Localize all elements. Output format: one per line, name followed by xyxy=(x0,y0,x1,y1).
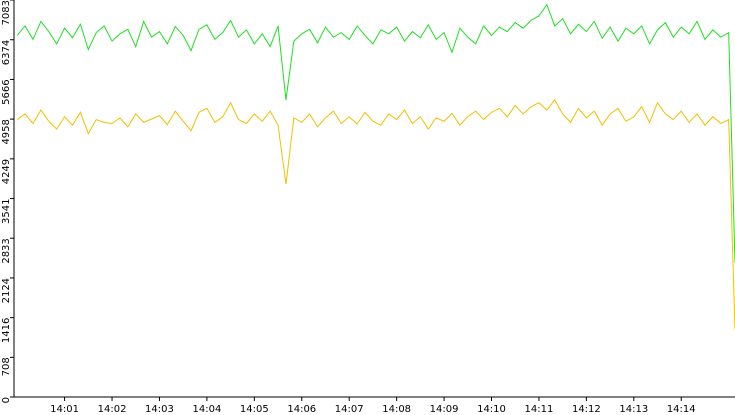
x-tick-label: 14:02 xyxy=(98,404,127,415)
x-tick-label: 14:04 xyxy=(192,404,221,415)
y-tick-label: 6374 xyxy=(1,40,12,65)
y-tick-label: 7083 xyxy=(1,0,12,25)
y-tick-label: 4249 xyxy=(1,159,12,184)
x-tick-label: 14:01 xyxy=(50,404,79,415)
x-tick-label: 14:07 xyxy=(335,404,364,415)
y-tick-label: 2833 xyxy=(1,238,12,263)
x-tick-label: 14:10 xyxy=(477,404,506,415)
y-tick-label: 708 xyxy=(1,357,12,376)
x-tick-label: 14:11 xyxy=(525,404,554,415)
series-line xyxy=(16,3,735,263)
y-tick-label: 0 xyxy=(1,397,12,403)
x-tick-label: 14:09 xyxy=(430,404,459,415)
x-tick-label: 14:05 xyxy=(240,404,269,415)
y-tick-label: 5666 xyxy=(1,79,12,104)
x-tick-label: 14:08 xyxy=(382,404,411,415)
y-tick-label: 2124 xyxy=(1,278,12,303)
x-tick-label: 14:03 xyxy=(145,404,174,415)
x-tick-label: 14:13 xyxy=(619,404,648,415)
series-line xyxy=(16,99,735,330)
y-tick-label: 3541 xyxy=(1,199,12,224)
x-tick-label: 14:06 xyxy=(287,404,316,415)
y-tick-label: 1416 xyxy=(1,318,12,343)
x-tick-label: 14:12 xyxy=(572,404,601,415)
y-tick-label: 4958 xyxy=(1,119,12,144)
x-tick-label: 14:14 xyxy=(667,404,696,415)
